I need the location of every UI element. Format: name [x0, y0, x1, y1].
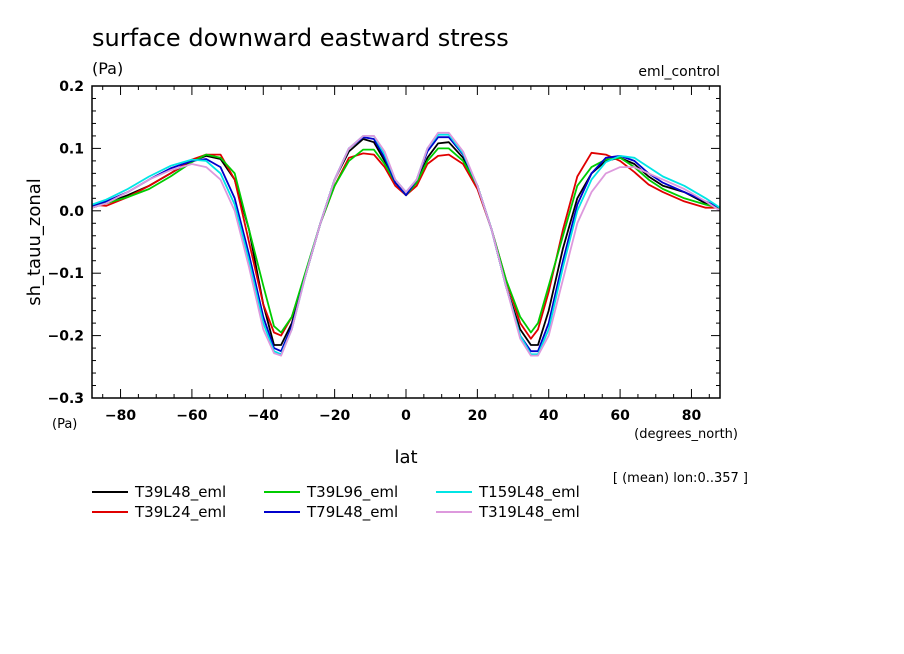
legend-label: T39L96_eml: [306, 483, 398, 502]
legend-label: T159L48_eml: [478, 483, 580, 502]
y-tick-label: 0.2: [59, 79, 84, 95]
series-line-t39l96_eml: [92, 147, 720, 334]
y-axis-label: sh_tauu_zonal: [24, 178, 45, 306]
x-tick-label: 20: [468, 408, 488, 424]
x-tick-label: −60: [176, 408, 207, 424]
y-tick-label: −0.3: [47, 391, 84, 407]
x-tick-label: −40: [248, 408, 279, 424]
x-tick-label: 60: [610, 408, 630, 424]
legend-label: T319L48_eml: [478, 503, 580, 522]
legend-label: T39L24_eml: [134, 503, 226, 522]
plot-frame: [91, 85, 721, 399]
legend-label: T39L48_eml: [134, 483, 226, 502]
series-line-t319l48_eml: [92, 131, 720, 357]
series-line-t79l48_eml: [92, 136, 720, 353]
series-line-t39l24_eml: [92, 151, 720, 340]
experiment-label: eml_control: [638, 64, 720, 80]
series-layer: [92, 131, 720, 357]
ticks-layer: −80 −60 −40 −20 0 20 40 60 80 −0.3 −0.2 −0.1 0.0 0.1 0…: [47, 79, 720, 424]
y-tick-label: 0.1: [59, 141, 84, 157]
legend-label: T79L48_eml: [306, 503, 398, 522]
x-axis-label: lat: [394, 447, 417, 468]
y-tick-label: −0.1: [47, 266, 84, 282]
chart-title: surface downward eastward stress: [92, 24, 509, 52]
x-tick-label: 80: [682, 408, 702, 424]
x-tick-label: −80: [105, 408, 136, 424]
title-unit: (Pa): [92, 59, 123, 78]
x-tick-label: 0: [401, 408, 411, 424]
x-tick-label: −20: [319, 408, 350, 424]
series-line-t39l48_eml: [92, 138, 720, 346]
y-tick-label: 0.0: [59, 204, 84, 220]
averaging-note: [ (mean) lon:0..357 ]: [613, 471, 748, 486]
x-tick-label: 40: [539, 408, 559, 424]
y-axis-unit: (Pa): [52, 417, 77, 432]
x-axis-unit: (degrees_north): [634, 427, 738, 442]
y-tick-label: −0.2: [47, 329, 84, 345]
